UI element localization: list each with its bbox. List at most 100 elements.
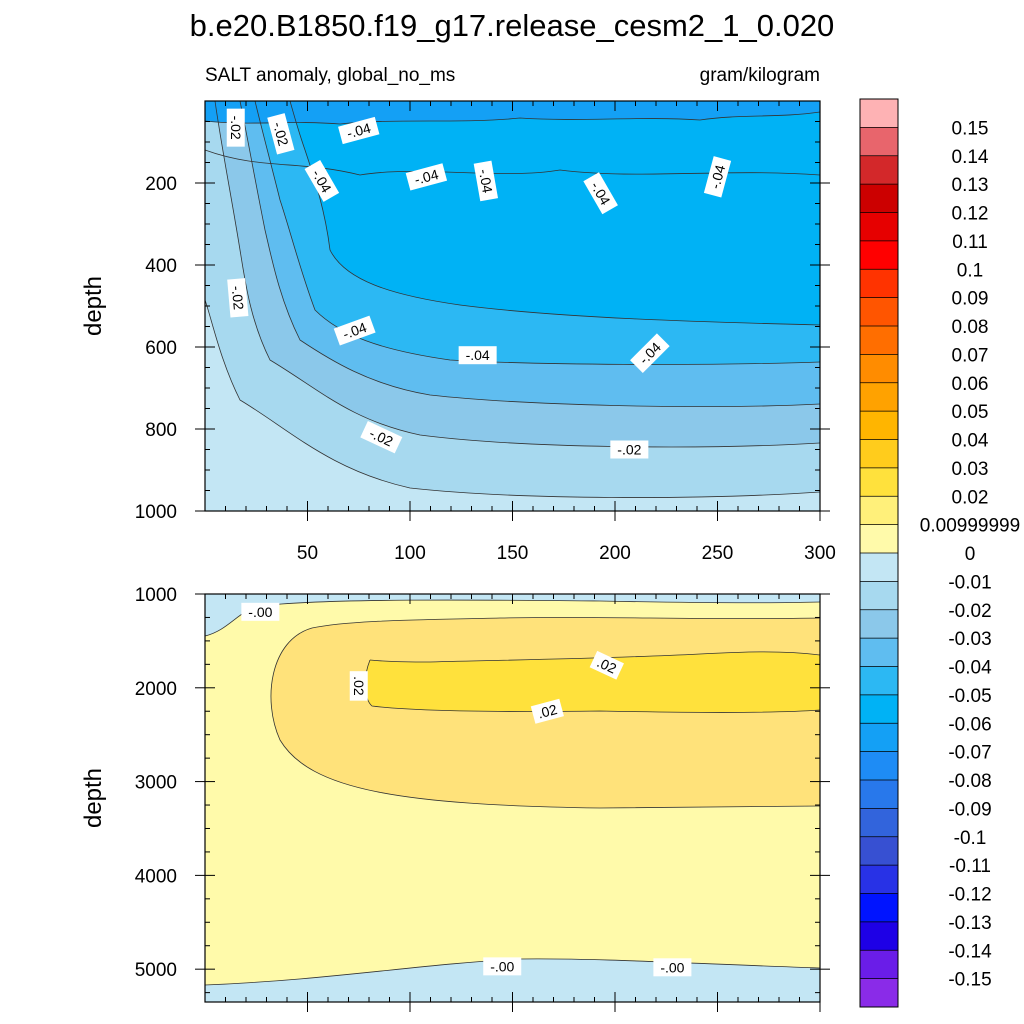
contour-label-bg — [530, 698, 564, 724]
contour-label: -.00 — [653, 958, 692, 977]
colorbar-swatch — [860, 865, 898, 894]
contour-label: -.02 — [610, 440, 649, 459]
contour-label-bg — [458, 346, 497, 365]
colorbar-swatch — [860, 836, 898, 866]
contour-label: -.04 — [458, 346, 497, 365]
contour-label-text: .02 — [351, 676, 367, 696]
x-tick-label: 150 — [497, 543, 529, 564]
colorbar-label: -0.15 — [948, 970, 991, 991]
x-tick-label: 100 — [394, 543, 426, 564]
contour-label: -.04 — [703, 156, 732, 198]
x-tick-label: 250 — [702, 543, 734, 564]
colorbar-swatch — [860, 751, 898, 781]
colorbar-swatch — [860, 723, 898, 753]
colorbar-swatch — [860, 496, 898, 526]
colorbar-swatch — [860, 269, 898, 299]
contour-label-text: -.02 — [270, 120, 292, 148]
colorbar-swatch — [860, 921, 898, 951]
contour-label-bg — [630, 333, 670, 373]
contour-label: -.04 — [473, 160, 499, 202]
y-tick-label: 200 — [145, 174, 177, 195]
colorbar-label: -0.11 — [949, 856, 991, 877]
contour-label-bg — [338, 116, 380, 145]
contour-label: .02 — [530, 698, 564, 724]
contour-label-text: -.04 — [341, 319, 369, 342]
lower-panel: -.00 .02 .02 .02 -.00 -.00 1000 2000 3000 4000 50… — [80, 585, 830, 1012]
y-tick-label: 800 — [145, 420, 177, 441]
colorbar-label: 0.06 — [952, 374, 989, 395]
contour-label: -.00 — [483, 957, 522, 976]
contour-label-text: -.04 — [345, 120, 373, 142]
units-label: gram/kilogram — [700, 65, 820, 86]
colorbar-swatch — [860, 524, 898, 554]
colorbar-swatch — [860, 297, 898, 327]
colorbar-label: 0.04 — [952, 431, 989, 452]
x-axis-lower — [204, 594, 821, 1012]
contour-label-bg — [360, 421, 403, 454]
colorbar-label: -0.12 — [948, 885, 991, 906]
colorbar-swatch — [860, 893, 898, 923]
colorbar-swatch — [860, 467, 898, 497]
colorbar-label: -0.05 — [948, 686, 991, 707]
colorbar-label: -0.14 — [948, 941, 992, 962]
contour-label-bg — [333, 315, 376, 346]
contour-labels-lower: -.00 .02 .02 .02 -.00 -.00 — [241, 602, 692, 977]
contour-label-text: .02 — [595, 654, 620, 677]
contour-label-text: -.00 — [660, 959, 684, 975]
contour-label-text: -.02 — [229, 285, 247, 311]
colorbar-label: 0.14 — [952, 147, 989, 168]
colorbar-swatch — [860, 950, 898, 980]
contour-label-bg — [241, 602, 280, 621]
contour-label-bg — [226, 108, 245, 147]
colorbar-label: 0.11 — [952, 232, 988, 253]
colorbar: 0.15 0.14 0.13 0.12 0.11 0.1 0.09 0.08 0.07 0.06 0… — [859, 98, 1020, 1008]
y-tick-label: 1000 — [135, 585, 177, 606]
x-tick-label: 300 — [804, 543, 836, 564]
colorbar-swatch — [860, 638, 898, 667]
colorbar-label: -0.04 — [948, 658, 992, 679]
contour-label-text: -.00 — [490, 958, 514, 974]
colorbar-swatch — [860, 411, 898, 440]
colorbar-label: 0.07 — [952, 345, 989, 366]
colorbar-label: -0.13 — [948, 913, 991, 934]
y-tick-label: 2000 — [135, 679, 177, 700]
colorbar-swatch — [860, 212, 898, 242]
colorbar-swatch — [860, 127, 898, 157]
contour-label-bg — [405, 163, 448, 191]
contour-labels-upper: -.02 -.02 -.04-.04 -.04 -.04 -.04-.04-.02-.04… — [226, 108, 732, 459]
colorbar-label: -0.09 — [948, 799, 991, 820]
colorbar-swatch — [860, 581, 898, 611]
contour-label-text: -.04 — [476, 168, 496, 195]
colorbar-label: -0.03 — [948, 629, 991, 650]
colorbar-swatch — [860, 99, 898, 128]
y-tick-label: 4000 — [135, 866, 177, 887]
colorbar-label: 0 — [965, 544, 976, 565]
variable-label: SALT anomaly, global_no_ms — [205, 65, 455, 86]
contour-label-bg — [703, 156, 732, 198]
colorbar-swatch — [860, 808, 898, 838]
colorbar-swatch — [860, 780, 898, 809]
colorbar-label: -0.07 — [948, 743, 991, 764]
contour-label-text: .02 — [536, 701, 559, 722]
colorbar-swatch — [860, 553, 898, 582]
contour-label: -.02 — [267, 113, 295, 155]
y-tick-label: 5000 — [135, 960, 177, 981]
contour-label: -.02 — [226, 108, 245, 147]
chart-title: b.e20.B1850.f19_g17.release_cesm2_1_0.02… — [190, 8, 835, 43]
colorbar-label: -0.06 — [948, 714, 991, 735]
contour-label-bg — [349, 671, 368, 701]
contour-label: -.04 — [333, 315, 376, 346]
upper-panel: -.02 -.02 -.04-.04 -.04 -.04 -.04-.04-.02-.04… — [80, 100, 836, 564]
colorbar-label: -0.1 — [954, 828, 987, 849]
colorbar-label: 0.02 — [952, 487, 989, 508]
colorbar-label: 0.15 — [952, 118, 989, 139]
contour-label-bg — [267, 113, 295, 155]
contour-label: .02 — [349, 671, 368, 701]
y-tick-label: 3000 — [135, 773, 177, 794]
contour-label-bg — [473, 160, 499, 202]
contour-label-bg — [304, 159, 340, 202]
contour-label-text: -.00 — [248, 604, 272, 620]
colorbar-label: 0.08 — [952, 317, 989, 338]
y-axis-lower: 1000 2000 3000 4000 5000 — [135, 585, 830, 994]
